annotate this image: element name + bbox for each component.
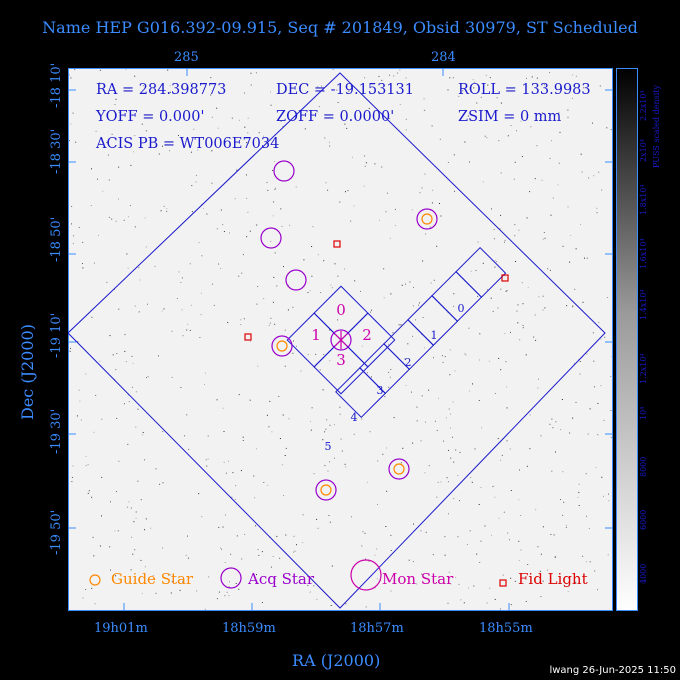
- x-tick-18h57m: 18h57m: [350, 621, 404, 636]
- cbar-tick-1: 6000: [639, 509, 648, 530]
- acis-s-chip-0: [455, 246, 507, 298]
- acis-i-label-3: 3: [336, 351, 346, 369]
- acq-star-circle: [260, 227, 282, 249]
- y-tick-2: -18 30': [49, 128, 64, 174]
- axis-ticks: [68, 68, 613, 611]
- acis-i-label-2: 2: [362, 326, 372, 344]
- legend-mon-label: Mon Star: [382, 570, 454, 588]
- field-of-view-outline: [68, 72, 606, 609]
- cbar-tick-7: 1.8x10⁴: [639, 184, 648, 215]
- top-tick-284: 284: [431, 50, 456, 65]
- overlay-ra: RA = 284.398773: [96, 82, 227, 98]
- cbar-tick-8: 2x10⁴: [639, 139, 648, 162]
- fid-light-markers: [244, 240, 509, 341]
- fid-light-square: [501, 274, 509, 282]
- acis-s-array: [335, 246, 507, 419]
- acis-s-label-2: 2: [405, 356, 412, 369]
- guide-star-circle: [393, 463, 405, 475]
- acq-star-circle: [330, 329, 352, 351]
- guide-star-circle: [320, 484, 332, 496]
- guide-star-markers: [276, 213, 433, 496]
- overlay-zoff: ZOFF = 0.0000': [276, 109, 395, 125]
- x-tick-18h59m: 18h59m: [222, 621, 276, 636]
- acis-s-label-0: 0: [458, 302, 465, 315]
- cbar-tick-0: 4000: [639, 563, 648, 584]
- acq-star-circle: [285, 269, 307, 291]
- legend-mon-icon: [350, 559, 382, 591]
- y-tick-4: -19 10': [49, 312, 64, 358]
- y-tick-5: -19 30': [49, 408, 64, 454]
- legend-acq-label: Acq Star: [248, 570, 315, 588]
- x-tick-19h01m: 19h01m: [94, 621, 148, 636]
- acis-i-array: [286, 285, 396, 395]
- star-field-dots: [68, 68, 613, 610]
- cbar-tick-2: 8000: [639, 456, 648, 477]
- acq-star-circle: [416, 208, 438, 230]
- cbar-tick-5: 1.4x10⁴: [639, 289, 648, 320]
- footer-stamp: lwang 26-Jun-2025 11:50: [549, 665, 676, 676]
- fid-light-square: [244, 333, 252, 341]
- legend-guide-label: Guide Star: [111, 570, 194, 588]
- acq-star-circle: [388, 458, 410, 480]
- sky-field-plot[interactable]: 0 1 2 3 0 1 2 3 4 5: [68, 68, 613, 611]
- overlay-yoff: YOFF = 0.000': [96, 109, 205, 125]
- legend-guide-icon: [89, 574, 101, 586]
- legend-fid-icon: [499, 579, 507, 587]
- acq-star-markers: [260, 160, 438, 501]
- acis-s-label-4: 4: [351, 411, 358, 424]
- cbar-tick-3: 10⁴: [639, 406, 648, 420]
- x-tick-18h55m: 18h55m: [479, 621, 533, 636]
- aimpoint-marker: [334, 331, 348, 349]
- top-tick-285: 285: [174, 50, 199, 65]
- colorbar-label: PUSS scaled density: [652, 84, 661, 168]
- acq-star-circle: [273, 160, 295, 182]
- legend-fid-label: Fid Light: [518, 570, 588, 588]
- acq-star-circle: [315, 479, 337, 501]
- cbar-tick-6: 1.6x10⁴: [639, 238, 648, 269]
- acis-s-label-3: 3: [377, 384, 384, 397]
- cbar-tick-9: 2.2x10⁴: [639, 90, 648, 121]
- fid-light-square: [333, 240, 341, 248]
- plot-frame: [68, 68, 613, 611]
- y-tick-6: -19 50': [49, 509, 64, 555]
- x-axis-label: RA (J2000): [292, 651, 381, 670]
- guide-star-circle: [276, 340, 288, 352]
- acq-star-circle: [271, 335, 293, 357]
- guide-star-circle: [421, 213, 433, 225]
- overlay-zsim: ZSIM = 0 mm: [458, 109, 562, 125]
- acis-s-label-5: 5: [325, 440, 332, 453]
- chart-title: Name HEP G016.392-09.915, Seq # 201849, …: [42, 18, 638, 37]
- y-tick-3: -18 50': [49, 216, 64, 262]
- y-tick-1: -18 10': [49, 62, 64, 108]
- acis-i-label-0: 0: [336, 301, 346, 319]
- overlay-roll: ROLL = 133.9983: [458, 82, 591, 98]
- acis-s-label-1: 1: [431, 329, 438, 342]
- overlay-dec: DEC = -19.153131: [276, 82, 414, 98]
- acis-i-chip-3: [313, 339, 369, 395]
- cbar-tick-4: 1.2x10⁴: [639, 353, 648, 384]
- legend-acq-icon: [220, 567, 242, 589]
- colorbar: [616, 68, 638, 611]
- overlay-acis: ACIS PB = WT006E7034: [96, 136, 280, 152]
- y-axis-label: Dec (J2000): [18, 324, 37, 420]
- acis-i-label-1: 1: [311, 326, 321, 344]
